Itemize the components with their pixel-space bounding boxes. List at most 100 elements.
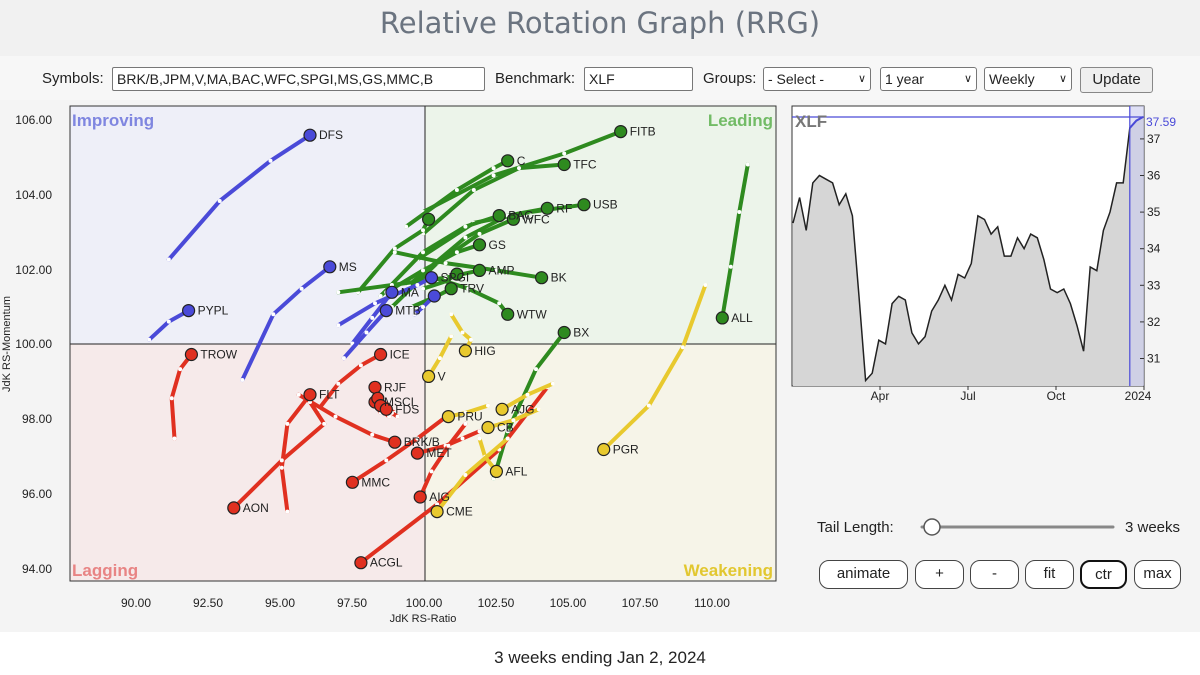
symbol-label[interactable]: MET (426, 446, 452, 460)
symbol-label[interactable]: PGR (613, 443, 639, 457)
head-point[interactable] (597, 442, 611, 457)
head-point[interactable] (424, 271, 439, 285)
symbol-label[interactable]: USB (593, 198, 618, 212)
head-point[interactable] (303, 388, 317, 402)
symbols-input[interactable]: BRK/B,JPM,V,MA,BAC,WFC,SPGI,MS,GS,MMC,B (112, 67, 485, 91)
head-point[interactable] (388, 435, 402, 449)
head-point[interactable] (481, 420, 495, 435)
head-point[interactable] (422, 369, 436, 383)
ctr-button[interactable]: ctr (1080, 560, 1127, 589)
head-point[interactable] (379, 402, 393, 416)
head-point[interactable] (472, 263, 487, 277)
symbol-label[interactable]: PYPL (198, 304, 229, 318)
head-point[interactable] (184, 347, 198, 362)
head-point[interactable] (501, 307, 515, 321)
zoom-in-button[interactable]: + (915, 560, 964, 589)
symbol-label[interactable]: HIG (474, 344, 495, 358)
symbol-label[interactable]: FDS (395, 402, 419, 416)
symbol-label[interactable]: TRV (460, 282, 484, 296)
animate-button[interactable]: animate (819, 560, 908, 589)
symbol-label[interactable]: RJF (384, 380, 406, 394)
head-point[interactable] (557, 325, 571, 340)
head-point[interactable] (182, 304, 196, 318)
head-point[interactable] (323, 260, 337, 274)
head-point[interactable] (427, 289, 441, 303)
head-point[interactable] (489, 464, 503, 478)
head-point[interactable] (444, 282, 458, 296)
price-y-tick-label: 37 (1147, 132, 1161, 146)
head-point[interactable] (450, 267, 464, 281)
symbol-label[interactable]: ALL (731, 311, 753, 325)
symbol-label[interactable]: TROW (200, 348, 237, 362)
symbol-label[interactable]: BK (551, 271, 567, 285)
tail-point (217, 199, 222, 203)
head-point[interactable] (303, 128, 317, 142)
groups-select[interactable]: - Select - ∨ (763, 67, 871, 91)
max-button[interactable]: max (1134, 560, 1181, 589)
head-point[interactable] (422, 212, 436, 226)
symbol-label[interactable]: AJG (511, 402, 534, 416)
symbol-label[interactable]: MS (339, 260, 357, 274)
head-point[interactable] (441, 410, 455, 424)
head-point[interactable] (354, 556, 368, 570)
symbol-label[interactable]: DFS (319, 128, 343, 142)
symbol-label[interactable]: AIG (429, 490, 450, 504)
zoom-out-button[interactable]: - (970, 560, 1019, 589)
symbol-label[interactable]: AFL (505, 464, 527, 478)
head-point[interactable] (227, 501, 241, 515)
head-point[interactable] (385, 285, 399, 299)
benchmark-input[interactable]: XLF (584, 67, 693, 91)
head-point[interactable] (540, 201, 554, 215)
symbol-label[interactable]: FITB (630, 125, 656, 139)
symbol-label[interactable]: RF (556, 201, 572, 215)
symbol-label[interactable]: BAC (508, 209, 533, 223)
head-point[interactable] (577, 198, 591, 212)
symbol-label[interactable]: ICE (390, 348, 410, 362)
head-point[interactable] (410, 446, 424, 460)
head-point[interactable] (715, 311, 729, 325)
head-point[interactable] (430, 505, 444, 519)
symbol-label[interactable]: V (438, 369, 446, 383)
fit-button[interactable]: fit (1025, 560, 1074, 589)
frequency-select[interactable]: Weekly ∨ (984, 67, 1072, 91)
symbol-label[interactable]: ACGL (370, 556, 403, 570)
head-point[interactable] (345, 475, 359, 489)
symbol-label[interactable]: WFC (522, 212, 550, 226)
head-point[interactable] (458, 344, 472, 358)
head-point[interactable] (614, 125, 628, 139)
symbol-label[interactable]: CB (497, 421, 514, 435)
symbol-label[interactable]: BRK/B (404, 435, 440, 449)
symbol-label[interactable]: MMC (361, 475, 390, 489)
symbol-label[interactable]: MSCI (384, 395, 414, 409)
symbol-label[interactable]: FLT (319, 388, 340, 402)
head-point[interactable] (501, 154, 515, 168)
symbol-label[interactable]: CME (446, 505, 473, 519)
period-select[interactable]: 1 year ∨ (880, 67, 977, 91)
head-point[interactable] (374, 347, 388, 362)
head-point[interactable] (534, 271, 549, 285)
head-point[interactable] (492, 208, 506, 223)
symbol-label[interactable]: WTW (517, 307, 548, 321)
head-point[interactable] (413, 490, 427, 504)
head-point[interactable] (472, 238, 487, 252)
tail-line (166, 133, 312, 262)
symbol-label[interactable]: MTB (395, 304, 420, 318)
symbol-label[interactable]: AON (243, 501, 269, 515)
head-point[interactable] (557, 157, 571, 172)
update-button[interactable]: Update (1080, 67, 1153, 93)
symbol-label[interactable]: GS (489, 238, 506, 252)
head-point[interactable] (506, 212, 521, 226)
symbol-label[interactable]: AMP (489, 263, 515, 277)
symbol-label[interactable]: PRU (457, 410, 482, 424)
tail-point (486, 403, 490, 408)
head-point[interactable] (368, 380, 382, 394)
symbol-label[interactable]: SPGI (441, 271, 470, 285)
tail-point (463, 421, 468, 426)
symbol-label[interactable]: C (517, 154, 526, 168)
head-point[interactable] (379, 304, 393, 318)
symbol-label[interactable]: MA (401, 285, 419, 299)
head-point[interactable] (495, 402, 509, 416)
symbol-label[interactable]: TFC (573, 158, 597, 172)
symbol-label[interactable]: BX (573, 326, 589, 340)
tail-length-slider[interactable] (923, 518, 941, 536)
